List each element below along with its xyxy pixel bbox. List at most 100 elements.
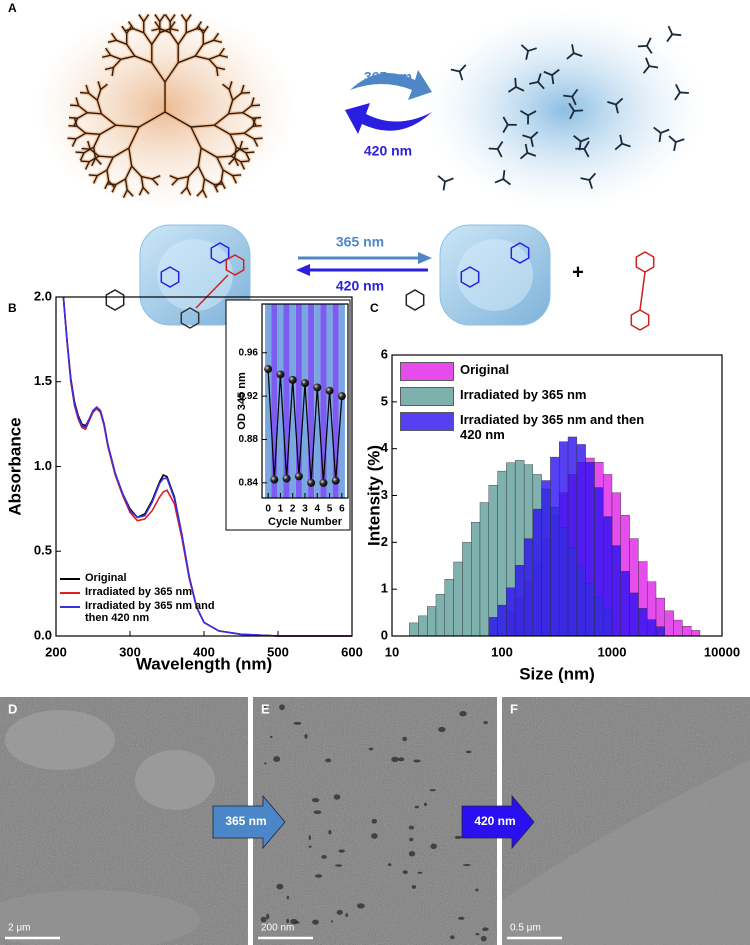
pore xyxy=(270,735,273,739)
dendrimer-branch xyxy=(115,178,126,186)
x-tick-label: 10 xyxy=(385,644,399,659)
x-axis-label: Cycle Number xyxy=(268,516,343,528)
dendrimer-branch xyxy=(140,176,144,188)
dendrimer-branch xyxy=(131,165,142,178)
dendrimer-branch xyxy=(104,66,114,71)
plot-frame xyxy=(391,354,723,637)
plus-sign: + xyxy=(572,261,584,283)
dendrimer-branch xyxy=(188,165,199,178)
dendrimer-branch xyxy=(124,178,128,191)
dendrimer-branch xyxy=(230,148,241,157)
dendrimer-branch xyxy=(111,184,117,193)
stripe xyxy=(332,304,339,498)
x-tick-label: 200 xyxy=(45,644,67,659)
dendrimer-branch xyxy=(124,27,134,32)
fragment xyxy=(437,175,446,183)
panel-label: E xyxy=(261,701,270,716)
pore xyxy=(391,756,399,763)
fragment xyxy=(607,101,617,106)
dendrimer-branch xyxy=(110,54,122,60)
fragment xyxy=(524,143,529,154)
point xyxy=(301,379,309,388)
arrow xyxy=(461,794,535,850)
bar xyxy=(488,484,498,637)
dendrimer-branch xyxy=(194,43,204,57)
pore xyxy=(480,935,487,942)
ring xyxy=(160,266,180,288)
legend-swatch xyxy=(60,578,80,580)
plot-frame xyxy=(261,303,349,499)
fragment xyxy=(568,102,575,112)
stripe xyxy=(320,304,327,498)
fragment xyxy=(646,45,653,54)
dendrimer-branch xyxy=(81,147,91,150)
dendrimer-branch xyxy=(93,147,97,159)
legend-label: Original xyxy=(460,362,510,377)
bar xyxy=(479,502,490,637)
micrograph: D 2 μm xyxy=(0,697,248,945)
dendrimer-branch xyxy=(107,39,117,43)
dendrimer-branch xyxy=(239,147,249,150)
fragment xyxy=(527,152,537,157)
pore xyxy=(408,825,415,830)
dendrimer-branch xyxy=(195,55,210,60)
y-axis-label: OD 345 nm xyxy=(236,372,248,430)
pore xyxy=(345,913,349,918)
fragment xyxy=(551,68,560,76)
panel-label: C xyxy=(370,301,379,315)
pore xyxy=(402,736,408,742)
panel-label: F xyxy=(510,701,518,716)
pore xyxy=(356,903,365,909)
micrograph: E 200 nm 365 nm xyxy=(212,697,497,945)
y-tick-label: 4 xyxy=(381,440,389,455)
dendrimer-branch xyxy=(78,105,88,114)
dendrimer-branch xyxy=(85,132,100,136)
pore xyxy=(336,909,343,915)
ring xyxy=(210,242,230,264)
dendrimer-branch xyxy=(96,89,102,101)
dendrimer-branch xyxy=(79,152,85,161)
dendrimer-branch xyxy=(88,92,98,101)
dendrimer-branch xyxy=(154,21,161,30)
legend-swatch xyxy=(60,592,80,594)
bar xyxy=(558,441,569,637)
dendrimer-branch xyxy=(97,81,102,90)
dendrimer-branch xyxy=(228,157,236,165)
legend-entry: Original xyxy=(60,572,230,584)
point xyxy=(288,375,297,384)
micrograph: F 0.5 μm 420 nm xyxy=(461,697,750,945)
dendrimer-branch xyxy=(112,58,122,68)
x-tick-label: 0 xyxy=(265,504,271,515)
bar xyxy=(611,545,621,637)
bar xyxy=(682,625,692,637)
dendrimer-branch xyxy=(186,187,192,196)
dendrimer-branch xyxy=(228,81,233,90)
bar xyxy=(594,487,604,637)
pore xyxy=(368,747,374,751)
dendrimer-branch xyxy=(213,32,220,41)
point xyxy=(319,478,328,487)
point xyxy=(282,474,291,483)
dendrimer-branch xyxy=(243,125,254,134)
scale-label: 2 μm xyxy=(8,923,30,934)
fragment xyxy=(530,131,539,139)
dendrimer-branch xyxy=(71,138,77,147)
dendrimer-branch xyxy=(213,39,223,43)
stripe xyxy=(295,304,302,498)
dendrimer-branch xyxy=(186,176,190,188)
dendrimer-branch xyxy=(190,126,202,149)
point xyxy=(313,383,322,392)
bar xyxy=(532,508,542,637)
azo xyxy=(195,274,229,309)
pore xyxy=(409,837,414,842)
dendrimer-branch xyxy=(229,134,237,148)
pore xyxy=(454,835,462,839)
x-axis-label: Size (nm) xyxy=(519,664,595,683)
fragment xyxy=(649,65,659,69)
scale-label: 200 nm xyxy=(261,923,294,934)
host-inner xyxy=(157,239,233,311)
legend-entry: Irradiated by 365 nm xyxy=(60,586,230,598)
dendrimer-branch xyxy=(222,169,234,177)
pore xyxy=(429,789,436,792)
